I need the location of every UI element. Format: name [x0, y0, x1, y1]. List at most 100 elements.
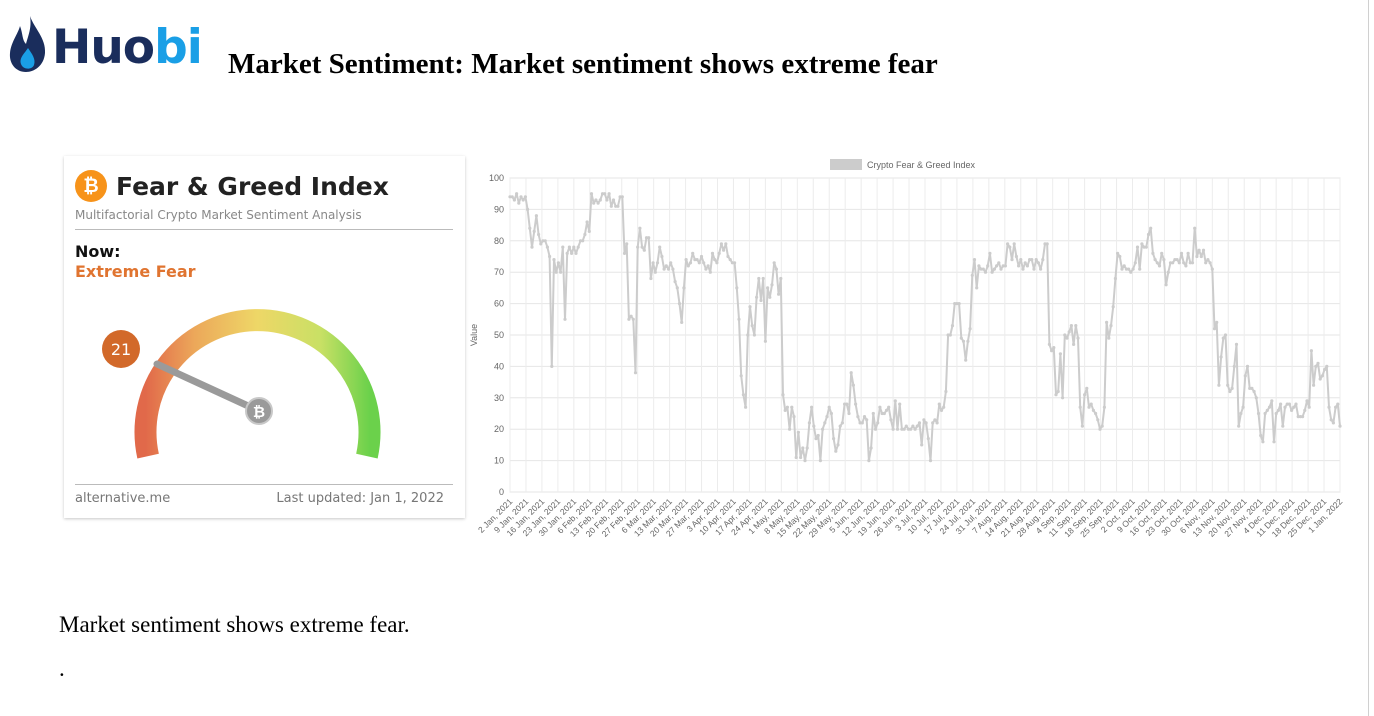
data-point — [1069, 324, 1073, 328]
data-point — [1232, 364, 1236, 368]
data-point — [625, 242, 629, 246]
data-point — [869, 446, 873, 450]
data-point — [1261, 440, 1265, 444]
data-point — [570, 251, 574, 255]
legend-swatch — [830, 159, 862, 170]
data-point — [1133, 261, 1137, 265]
data-point — [889, 418, 893, 422]
data-point — [658, 245, 662, 249]
data-point — [1316, 361, 1320, 365]
data-point — [757, 276, 761, 281]
index-value-badge — [102, 330, 140, 368]
data-point — [1296, 415, 1300, 419]
data-point — [988, 251, 992, 255]
data-point — [1175, 258, 1179, 262]
data-point — [682, 286, 686, 290]
data-point — [1226, 383, 1230, 387]
data-point — [823, 421, 827, 425]
data-point — [772, 261, 776, 265]
data-point — [1034, 258, 1038, 262]
data-point — [713, 258, 717, 262]
data-point — [1173, 258, 1177, 262]
data-point — [807, 421, 811, 425]
data-point — [785, 405, 789, 409]
data-point — [552, 258, 556, 262]
data-point — [1259, 433, 1263, 438]
data-point — [1199, 254, 1203, 259]
data-point — [543, 239, 547, 243]
data-point — [759, 298, 763, 303]
y-tick-label: 40 — [494, 361, 504, 371]
data-point — [750, 324, 754, 328]
data-point — [977, 264, 981, 268]
data-point — [1138, 267, 1142, 271]
data-point — [1223, 333, 1228, 337]
data-point — [1010, 258, 1014, 262]
data-point — [539, 242, 543, 246]
data-point — [887, 405, 891, 409]
data-point — [1166, 270, 1170, 274]
data-point — [607, 192, 611, 196]
flame-drop-icon — [9, 16, 46, 72]
y-axis-label: Value — [469, 324, 479, 346]
data-point — [733, 261, 737, 265]
data-point — [1267, 405, 1272, 409]
data-point — [774, 267, 778, 271]
data-point — [677, 302, 682, 306]
data-point — [1116, 251, 1120, 255]
data-point — [638, 226, 642, 230]
data-point — [574, 251, 578, 255]
data-point — [882, 411, 886, 416]
data-point — [788, 427, 792, 431]
data-point — [572, 245, 576, 249]
data-point — [805, 446, 809, 450]
data-point — [1153, 258, 1157, 262]
data-point — [909, 427, 913, 431]
data-point — [578, 239, 583, 243]
data-point — [1245, 364, 1250, 368]
data-point — [979, 267, 983, 271]
data-point — [1263, 411, 1267, 416]
data-point — [856, 415, 860, 419]
data-point — [530, 245, 534, 249]
data-point — [1212, 327, 1217, 331]
fear-greed-card: ₿ Fear & Greed Index Multifactorial Cryp… — [64, 156, 465, 518]
data-point — [649, 276, 653, 281]
data-point — [627, 317, 631, 321]
data-point — [1234, 342, 1239, 346]
data-point — [858, 421, 862, 425]
data-point — [926, 437, 930, 441]
data-point — [1076, 336, 1080, 340]
data-point — [1041, 258, 1045, 262]
data-point — [1329, 418, 1333, 422]
data-point — [512, 198, 516, 202]
gauge-hub-bitcoin-icon: ₿ — [253, 403, 265, 421]
data-point — [666, 267, 671, 271]
data-point — [902, 427, 906, 431]
data-point — [1052, 346, 1056, 350]
data-point — [1168, 261, 1173, 265]
data-point — [1217, 383, 1221, 387]
data-point — [1045, 242, 1049, 246]
data-point — [1124, 267, 1128, 271]
data-point — [860, 421, 864, 425]
data-point — [673, 280, 677, 284]
data-point — [1036, 261, 1040, 265]
data-point — [521, 198, 525, 202]
data-point — [900, 427, 904, 431]
data-point — [629, 314, 633, 318]
body-dot: . — [59, 656, 65, 681]
data-point — [1290, 408, 1294, 412]
data-point — [735, 286, 739, 290]
data-point — [640, 245, 644, 249]
data-point — [761, 276, 765, 281]
data-point — [942, 405, 946, 409]
data-point — [618, 195, 622, 199]
data-point — [675, 286, 679, 290]
data-point — [832, 437, 836, 441]
data-point — [1043, 242, 1047, 246]
data-point — [686, 264, 690, 268]
data-point — [1094, 411, 1098, 416]
data-point — [799, 455, 803, 460]
data-point — [880, 411, 884, 416]
